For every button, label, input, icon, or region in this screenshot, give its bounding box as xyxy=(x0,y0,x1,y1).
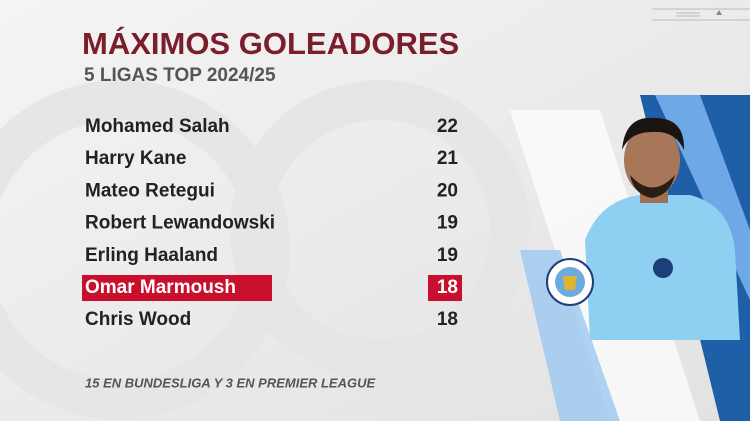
player-name: Mateo Retegui xyxy=(85,180,215,201)
player-name: Harry Kane xyxy=(85,148,186,169)
player-name: Robert Lewandowski xyxy=(85,213,275,234)
goals: 21 xyxy=(437,148,459,169)
highlight-goals-box xyxy=(428,275,462,301)
goals: 20 xyxy=(437,180,458,201)
player-panel xyxy=(510,95,750,421)
player-name: Mohamed Salah xyxy=(85,116,230,137)
background-shapes xyxy=(0,80,530,420)
highlight-name-box xyxy=(82,275,272,301)
menu-icon xyxy=(652,8,750,21)
goals: 18 xyxy=(437,309,458,330)
scorer-table: Mohamed Salah 22 Harry Kane 21 Mateo Retegui… xyxy=(82,116,462,330)
title: MÁXIMOS GOLEADORES xyxy=(82,26,459,61)
goals: 18 xyxy=(437,277,458,298)
player-name: Chris Wood xyxy=(85,309,191,330)
footnote: 15 EN BUNDESLIGA Y 3 EN PREMIER LEAGUE xyxy=(85,375,375,390)
goals: 19 xyxy=(437,245,458,266)
subtitle: 5 LIGAS TOP 2024/25 xyxy=(84,65,276,86)
goals: 22 xyxy=(437,116,458,137)
player-name: Erling Haaland xyxy=(85,245,218,266)
goals: 19 xyxy=(437,213,458,234)
player-name: Omar Marmoush xyxy=(85,277,236,298)
